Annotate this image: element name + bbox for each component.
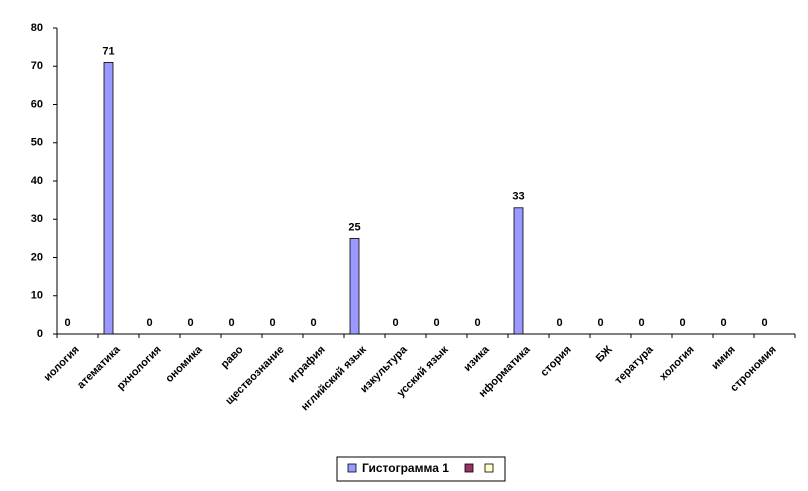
y-tick-label: 30	[31, 213, 43, 225]
y-tick-label: 50	[31, 137, 43, 149]
data-label: 0	[556, 317, 562, 329]
data-label: 71	[102, 45, 114, 57]
data-label: 0	[146, 317, 152, 329]
data-label: 0	[474, 317, 480, 329]
legend-box	[336, 456, 506, 482]
data-label: 0	[64, 317, 70, 329]
data-label: 33	[512, 191, 524, 203]
data-label: 0	[597, 317, 603, 329]
legend-swatch	[484, 463, 494, 473]
legend-swatch	[347, 463, 357, 473]
data-label: 25	[348, 221, 360, 233]
y-tick-label: 70	[31, 60, 43, 72]
bar	[103, 62, 114, 335]
data-label: 0	[638, 317, 644, 329]
y-tick-label: 20	[31, 251, 43, 263]
data-label: 0	[679, 317, 685, 329]
data-label: 0	[228, 317, 234, 329]
data-label: 0	[187, 317, 193, 329]
bar	[513, 207, 524, 335]
y-tick-label: 10	[31, 290, 43, 302]
data-label: 0	[392, 317, 398, 329]
y-tick-label: 40	[31, 175, 43, 187]
data-label: 0	[310, 317, 316, 329]
data-label: 0	[433, 317, 439, 329]
data-label: 0	[761, 317, 767, 329]
legend-label: Гистограмма 1	[362, 461, 449, 475]
y-tick-label: 80	[31, 22, 43, 34]
y-tick-label: 0	[37, 328, 43, 340]
y-tick-label: 60	[31, 98, 43, 110]
legend-swatch	[464, 463, 474, 473]
data-label: 0	[720, 317, 726, 329]
bar	[349, 237, 360, 335]
data-label: 0	[269, 317, 275, 329]
legend: Гистограмма 1	[336, 456, 506, 482]
